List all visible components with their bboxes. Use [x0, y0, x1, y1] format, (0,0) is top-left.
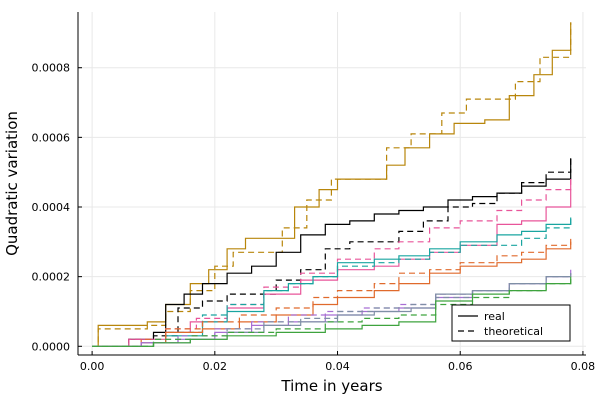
y-tick-label: 0.0002	[32, 271, 71, 284]
legend-box	[451, 304, 571, 342]
axes	[77, 12, 586, 356]
x-tick-label: 0.08	[571, 360, 596, 373]
real-series-line	[92, 276, 572, 347]
x-tick-label: 0.02	[203, 360, 228, 373]
tick-labels: 0.00 0.02 0.04 0.06 0.08 0.0000 0.0002 0.0004 0.…	[32, 62, 596, 373]
y-tick-label: 0.0004	[32, 201, 71, 214]
x-tick-label: 0.04	[325, 360, 350, 373]
theoretical-series-line	[92, 158, 572, 347]
series-layer	[92, 22, 572, 347]
x-axis-title: Time in years	[280, 377, 382, 395]
real-series-line	[92, 241, 572, 347]
y-tick-label: 0.0008	[32, 62, 71, 75]
x-tick-label: 0.06	[448, 360, 473, 373]
y-axis-title: Quadratic variation	[3, 111, 21, 256]
legend: real theoretical	[451, 304, 571, 342]
y-tick-label: 0.0006	[32, 131, 71, 144]
real-series-line	[92, 158, 572, 347]
y-tick-label: 0.0000	[32, 340, 71, 353]
x-tick-label: 0.00	[80, 360, 105, 373]
legend-theoretical-label: theoretical	[484, 325, 543, 338]
legend-real-label: real	[484, 310, 505, 323]
